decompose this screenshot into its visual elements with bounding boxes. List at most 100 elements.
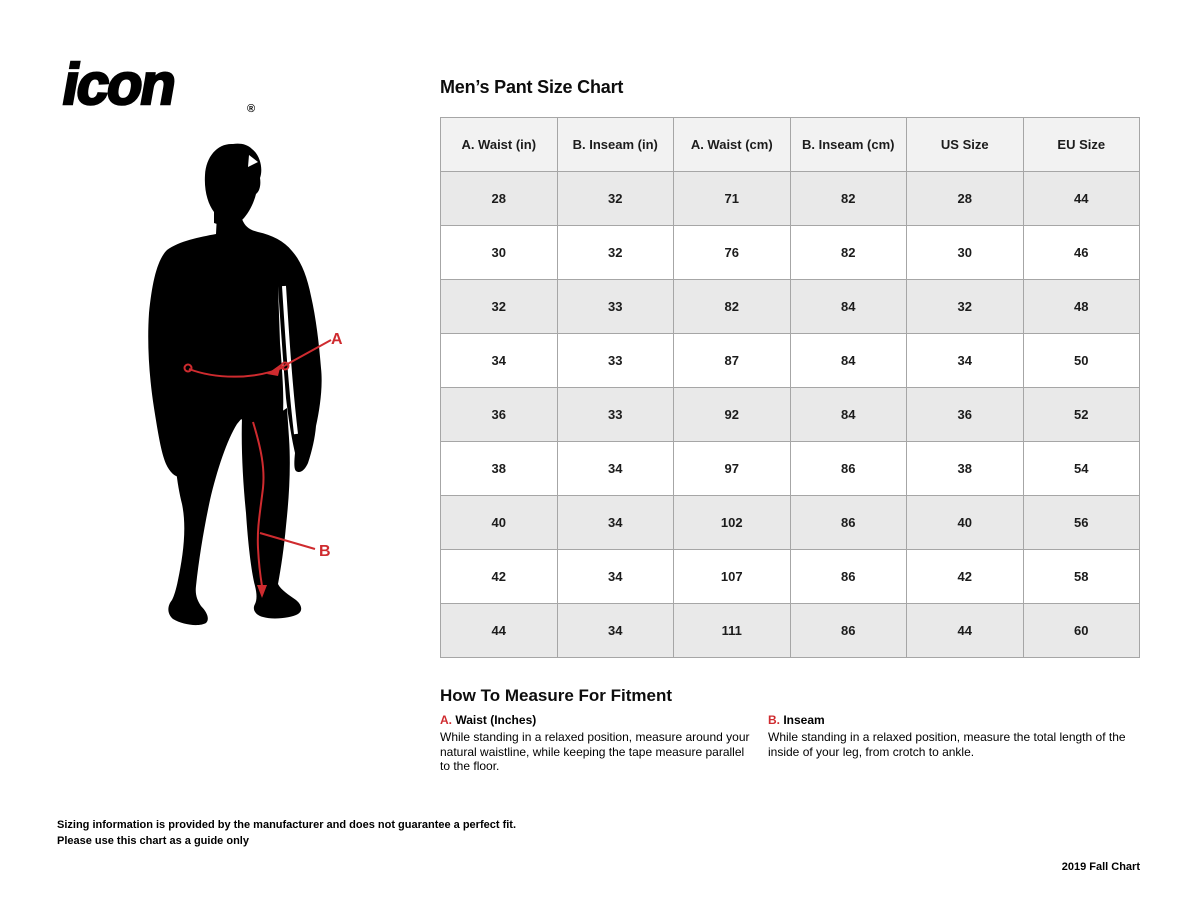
measure-body-text: While standing in a relaxed position, me… <box>440 730 750 774</box>
table-cell: 30 <box>440 225 558 280</box>
table-cell: 97 <box>673 441 791 496</box>
size-chart-table-head: A. Waist (in) B. Inseam (in) A. Waist (cm)… <box>440 117 1140 172</box>
table-cell: 28 <box>440 171 558 226</box>
column-header: B. Inseam (in) <box>556 117 674 172</box>
table-cell: 82 <box>789 171 907 226</box>
table-cell: 34 <box>440 333 558 388</box>
table-cell: 33 <box>556 387 674 442</box>
measure-section-waist: A. Waist (Inches) While standing in a rel… <box>440 713 752 774</box>
table-cell: 32 <box>556 225 674 280</box>
table-cell: 32 <box>556 171 674 226</box>
table-cell: 82 <box>789 225 907 280</box>
table-row: 40 34 102 86 40 56 <box>440 495 1140 550</box>
inseam-arrowhead <box>257 585 267 598</box>
silhouette-left-leg <box>168 396 242 626</box>
table-cell: 50 <box>1022 333 1140 388</box>
body-measurement-figure: A B <box>145 128 405 673</box>
table-cell: 84 <box>789 387 907 442</box>
table-cell: 32 <box>906 279 1024 334</box>
table-cell: 44 <box>440 603 558 658</box>
column-header: A. Waist (in) <box>440 117 558 172</box>
how-to-measure-title: How To Measure For Fitment <box>440 686 673 705</box>
table-cell: 76 <box>673 225 791 280</box>
table-row: 30 32 76 82 30 46 <box>440 225 1140 280</box>
table-cell: 87 <box>673 333 791 388</box>
measure-section-inseam: B. Inseam While standing in a relaxed pos… <box>768 713 1128 759</box>
figure-label-b: B <box>319 543 331 560</box>
table-row: 42 34 107 86 42 58 <box>440 549 1140 604</box>
measure-heading-text: Waist (Inches) <box>452 713 537 727</box>
table-cell: 71 <box>673 171 791 226</box>
disclaimer-line-2: Please use this chart as a guide only <box>57 835 249 847</box>
table-cell: 54 <box>1022 441 1140 496</box>
silhouette-arm-gap <box>282 285 298 435</box>
measure-heading: A. Waist (Inches) <box>440 713 752 727</box>
icon-brand-logo: icon ® <box>55 51 265 120</box>
table-cell: 28 <box>906 171 1024 226</box>
silhouette-hair-notch <box>248 155 258 167</box>
table-cell: 44 <box>906 603 1024 658</box>
table-cell: 34 <box>556 603 674 658</box>
column-header: EU Size <box>1022 117 1140 172</box>
column-header: B. Inseam (cm) <box>789 117 907 172</box>
table-cell: 111 <box>673 603 791 658</box>
table-cell: 30 <box>906 225 1024 280</box>
table-cell: 42 <box>440 549 558 604</box>
figure-label-a: A <box>331 331 343 348</box>
size-chart-table: A. Waist (in) B. Inseam (in) A. Waist (cm)… <box>440 117 1140 658</box>
table-cell: 42 <box>906 549 1024 604</box>
table-cell: 86 <box>789 495 907 550</box>
table-cell: 36 <box>440 387 558 442</box>
table-cell: 36 <box>906 387 1024 442</box>
page-title: Men’s Pant Size Chart <box>440 77 624 97</box>
table-cell: 86 <box>789 549 907 604</box>
measure-letter-prefix: B. <box>768 713 780 727</box>
table-cell: 86 <box>789 441 907 496</box>
table-cell: 84 <box>789 333 907 388</box>
size-chart-table-container: A. Waist (in) B. Inseam (in) A. Waist (cm)… <box>440 117 1140 658</box>
table-cell: 82 <box>673 279 791 334</box>
table-row: 34 33 87 84 34 50 <box>440 333 1140 388</box>
table-row: 28 32 71 82 28 44 <box>440 171 1140 226</box>
silhouette-head <box>204 143 262 226</box>
table-cell: 92 <box>673 387 791 442</box>
table-cell: 34 <box>556 549 674 604</box>
male-silhouette-graphic: A B <box>148 143 343 626</box>
silhouette-right-leg <box>241 408 302 619</box>
table-cell: 34 <box>906 333 1024 388</box>
table-cell: 33 <box>556 333 674 388</box>
table-cell: 56 <box>1022 495 1140 550</box>
waist-arrowhead <box>267 364 281 376</box>
table-cell: 86 <box>789 603 907 658</box>
table-row: 36 33 92 84 36 52 <box>440 387 1140 442</box>
measure-letter-prefix: A. <box>440 713 452 727</box>
icon-logo-graphic: icon ® <box>56 51 255 118</box>
registered-trademark-symbol: ® <box>247 103 255 115</box>
table-cell: 34 <box>556 495 674 550</box>
table-header-row: A. Waist (in) B. Inseam (in) A. Waist (cm)… <box>440 117 1140 172</box>
column-header: A. Waist (cm) <box>673 117 791 172</box>
table-cell: 58 <box>1022 549 1140 604</box>
logo-wordmark: icon <box>58 52 181 117</box>
table-cell: 60 <box>1022 603 1140 658</box>
sizing-disclaimer: Sizing information is provided by the ma… <box>57 817 516 849</box>
table-cell: 48 <box>1022 279 1140 334</box>
table-cell: 46 <box>1022 225 1140 280</box>
measure-heading: B. Inseam <box>768 713 1128 727</box>
disclaimer-line-1: Sizing information is provided by the ma… <box>57 819 517 831</box>
table-cell: 34 <box>556 441 674 496</box>
column-header: US Size <box>906 117 1024 172</box>
table-cell: 52 <box>1022 387 1140 442</box>
size-chart-table-body: 28 32 71 82 28 44 30 32 76 82 30 46 32 33 82 84 32 48 34 33… <box>440 171 1140 658</box>
table-row: 32 33 82 84 32 48 <box>440 279 1140 334</box>
table-cell: 38 <box>440 441 558 496</box>
table-row: 44 34 111 86 44 60 <box>440 603 1140 658</box>
measure-heading-text: Inseam <box>780 713 825 727</box>
table-row: 38 34 97 86 38 54 <box>440 441 1140 496</box>
table-cell: 44 <box>1022 171 1140 226</box>
table-cell: 84 <box>789 279 907 334</box>
table-cell: 40 <box>906 495 1024 550</box>
inseam-measure-line <box>252 421 316 587</box>
table-cell: 102 <box>673 495 791 550</box>
table-cell: 107 <box>673 549 791 604</box>
